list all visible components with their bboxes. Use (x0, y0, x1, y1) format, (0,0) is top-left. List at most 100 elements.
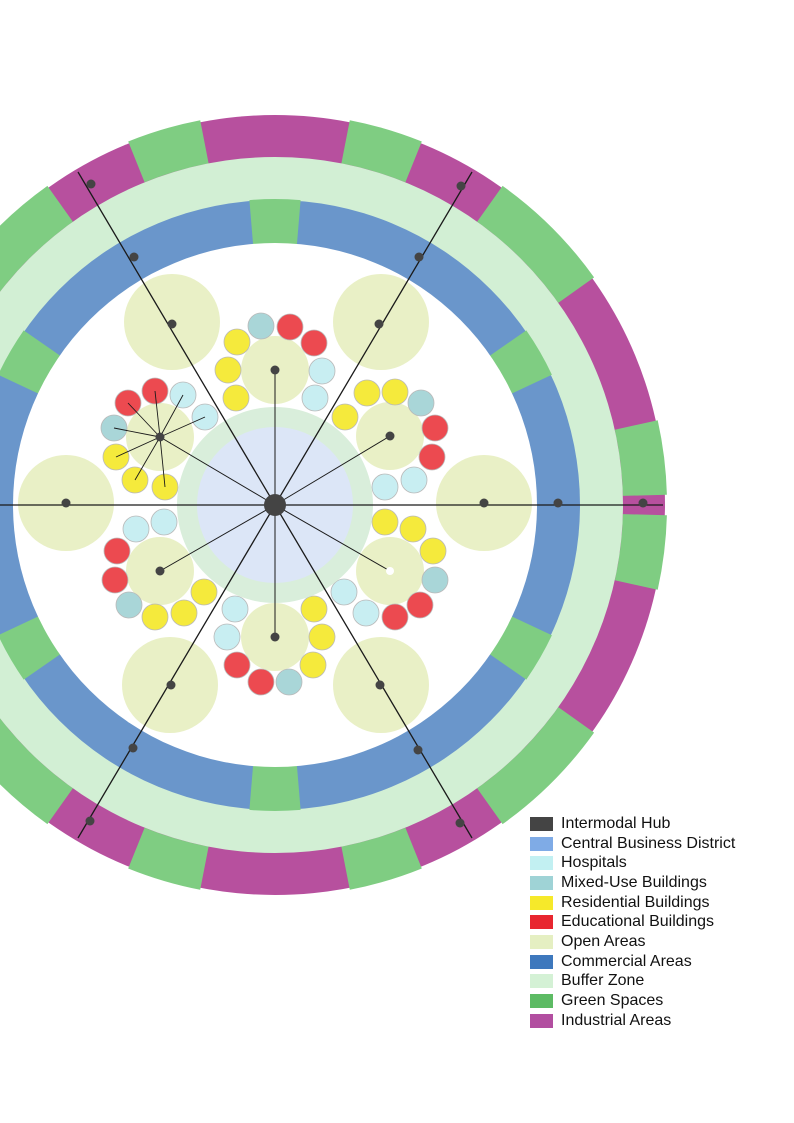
local-connector-line (159, 394, 184, 438)
intermodal-hub (264, 494, 286, 516)
legend-swatch (530, 895, 553, 910)
legend-swatch (530, 954, 553, 969)
hospital-building (221, 595, 249, 623)
green-space-block (488, 615, 552, 680)
hospital-building (150, 508, 178, 536)
residential-building (300, 595, 328, 623)
station-node (638, 498, 648, 508)
educational-building (101, 566, 129, 594)
hospital-building (122, 515, 150, 543)
legend-item-green-spaces: Green Spaces (530, 991, 735, 1011)
station-node (456, 181, 466, 191)
station-node (61, 498, 71, 508)
residential-building (141, 603, 169, 631)
educational-building (418, 443, 446, 471)
station-node (413, 745, 423, 755)
local-connector-line (115, 436, 161, 458)
legend-label: Industrial Areas (561, 1011, 672, 1029)
station-node-hollow (386, 567, 394, 575)
legend-label: Mixed-Use Buildings (561, 873, 707, 891)
green-space-block (488, 330, 552, 395)
educational-building (421, 414, 449, 442)
local-connector-line (134, 436, 161, 481)
residential-building (419, 537, 447, 565)
legend-swatch (530, 836, 553, 851)
legend-swatch (530, 974, 553, 989)
local-connector-line (159, 416, 206, 438)
legend-item-mixed-use-buildings: Mixed-Use Buildings (530, 873, 735, 893)
cluster-connector-line (274, 504, 391, 572)
local-connector-line (127, 402, 161, 438)
station-node (129, 252, 139, 262)
legend-label: Green Spaces (561, 992, 664, 1010)
educational-building (406, 591, 434, 619)
legend-item-commercial-areas: Commercial Areas (530, 952, 735, 972)
station-node (166, 680, 176, 690)
hospital-building (330, 578, 358, 606)
green-space-block (477, 185, 595, 303)
residential-building (353, 379, 381, 407)
legend-label: Central Business District (561, 834, 736, 852)
legend-item-industrial-areas: Industrial Areas (530, 1011, 735, 1031)
station-node (85, 816, 95, 826)
educational-building (103, 537, 131, 565)
residential-building (170, 599, 198, 627)
green-space-block (0, 718, 73, 825)
legend-item-educational-buildings: Educational Buildings (530, 912, 735, 932)
green-space-block (128, 827, 209, 890)
legend-item-hospitals: Hospitals (530, 853, 735, 873)
legend-label: Hospitals (561, 854, 627, 872)
legend-label: Open Areas (561, 932, 646, 950)
legend-item-buffer-zone: Buffer Zone (530, 972, 735, 992)
local-connector-line (159, 436, 166, 488)
legend-label: Residential Buildings (561, 893, 710, 911)
residential-building (399, 515, 427, 543)
legend-swatch (530, 915, 553, 930)
residential-building (308, 623, 336, 651)
station-node (375, 680, 385, 690)
station-node (128, 743, 138, 753)
green-space-block (249, 199, 301, 246)
green-space-block (128, 120, 209, 183)
residential-building (331, 403, 359, 431)
mixed-use-building (421, 566, 449, 594)
legend-label: Commercial Areas (561, 952, 692, 970)
green-space-block (614, 420, 667, 496)
legend-item-intermodal-hub: Intermodal Hub (530, 814, 735, 834)
educational-building (300, 329, 328, 357)
mixed-use-building (275, 668, 303, 696)
legend: Intermodal Hub Central Business District… (530, 814, 735, 1031)
legend-swatch (530, 934, 553, 949)
local-connector-line (113, 427, 161, 438)
cluster-connector-line (274, 435, 391, 506)
residential-building (222, 384, 250, 412)
station-node (414, 252, 424, 262)
station-node (455, 818, 465, 828)
station-node (479, 498, 489, 508)
legend-label: Intermodal Hub (561, 814, 671, 832)
cluster-connector-line (159, 504, 276, 572)
hospital-building (371, 473, 399, 501)
station-node (155, 432, 165, 442)
local-connector-line (154, 390, 161, 438)
green-space-block (0, 185, 73, 292)
cluster-connector-line (159, 436, 276, 506)
residential-building (190, 578, 218, 606)
station-node (270, 632, 280, 642)
station-node (385, 431, 395, 441)
educational-building (276, 313, 304, 341)
residential-building (299, 651, 327, 679)
legend-swatch (530, 994, 553, 1009)
green-space-block (614, 514, 667, 590)
legend-label: Buffer Zone (561, 972, 645, 990)
hospital-building (352, 599, 380, 627)
hospital-building (213, 623, 241, 651)
hospital-building (308, 357, 336, 385)
station-node (374, 319, 384, 329)
legend-swatch (530, 856, 553, 871)
legend-item-residential-buildings: Residential Buildings (530, 893, 735, 913)
residential-building (381, 378, 409, 406)
legend-item-central-business-district: Central Business District (530, 834, 735, 854)
station-node (553, 498, 563, 508)
station-node (270, 365, 280, 375)
